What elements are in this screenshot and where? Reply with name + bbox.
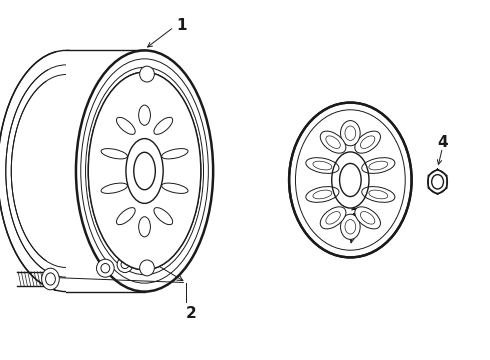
- Ellipse shape: [362, 186, 395, 202]
- Ellipse shape: [355, 207, 380, 229]
- Ellipse shape: [320, 131, 346, 153]
- Ellipse shape: [326, 212, 340, 224]
- Ellipse shape: [136, 253, 150, 267]
- Ellipse shape: [361, 212, 375, 224]
- Ellipse shape: [362, 158, 395, 174]
- Ellipse shape: [341, 121, 360, 146]
- Ellipse shape: [117, 117, 135, 134]
- Ellipse shape: [361, 136, 375, 148]
- Ellipse shape: [313, 190, 332, 199]
- Ellipse shape: [320, 207, 346, 229]
- Ellipse shape: [154, 208, 172, 225]
- Ellipse shape: [154, 117, 172, 134]
- Text: 4: 4: [437, 135, 448, 150]
- Ellipse shape: [306, 186, 339, 202]
- Text: 2: 2: [186, 306, 196, 321]
- Ellipse shape: [97, 259, 114, 277]
- Ellipse shape: [139, 105, 150, 125]
- Ellipse shape: [326, 136, 340, 148]
- Ellipse shape: [369, 190, 388, 199]
- Ellipse shape: [117, 257, 133, 273]
- Ellipse shape: [345, 220, 356, 234]
- Ellipse shape: [162, 183, 188, 193]
- Ellipse shape: [140, 260, 154, 276]
- Ellipse shape: [101, 149, 127, 159]
- Ellipse shape: [428, 170, 447, 193]
- Ellipse shape: [101, 183, 127, 193]
- Ellipse shape: [140, 66, 154, 82]
- Ellipse shape: [139, 217, 150, 237]
- Text: 3: 3: [350, 208, 361, 223]
- Ellipse shape: [341, 214, 360, 239]
- Ellipse shape: [42, 268, 59, 290]
- Ellipse shape: [306, 158, 339, 174]
- Ellipse shape: [313, 161, 332, 170]
- Ellipse shape: [289, 103, 412, 257]
- Ellipse shape: [88, 72, 201, 270]
- Ellipse shape: [162, 149, 188, 159]
- Ellipse shape: [355, 131, 380, 153]
- Polygon shape: [66, 50, 145, 292]
- Ellipse shape: [369, 161, 388, 170]
- Text: 1: 1: [176, 18, 187, 33]
- Ellipse shape: [345, 126, 356, 140]
- Ellipse shape: [117, 208, 135, 225]
